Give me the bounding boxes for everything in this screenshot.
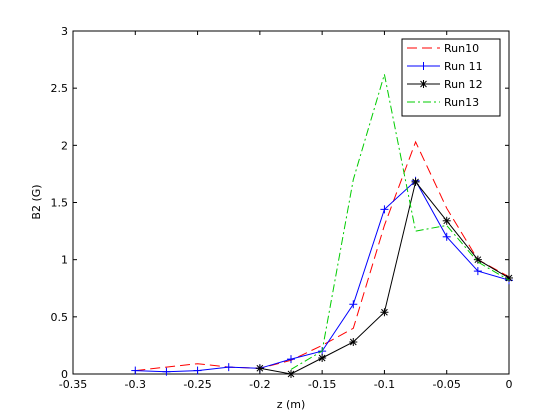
data-point-plus: [473, 267, 482, 276]
data-point-plus: [287, 355, 295, 364]
x-tick-label: -0.15: [308, 378, 336, 391]
legend: Run10 Run 11 Run 12 Run13: [401, 38, 501, 117]
legend-box: [401, 38, 501, 117]
data-point-plus: [224, 363, 233, 372]
data-point-plus: [442, 232, 451, 241]
data-point-plus: [193, 366, 202, 375]
data-point-asterisk: [473, 255, 482, 264]
legend-item: Run 12: [407, 78, 483, 91]
data-point-plus: [131, 366, 140, 375]
data-point-asterisk: [255, 364, 264, 373]
x-axis-label: z (m): [277, 398, 306, 411]
y-axis-label: B2 (G): [30, 184, 43, 219]
legend-item: Run13: [407, 96, 479, 109]
x-tick-label: -0.1: [374, 378, 395, 391]
data-point-plus: [419, 62, 428, 70]
series-line: [290, 74, 510, 370]
legend-item: Run 11: [407, 60, 483, 73]
x-axis: -0.35 -0.3 -0.25 -0.2 -0.15 -0.1 -0.05 0: [59, 31, 513, 391]
series-3: [255, 177, 513, 378]
y-tick-label: 1.5: [51, 197, 69, 210]
x-tick-label: -0.25: [183, 378, 211, 391]
data-point-asterisk: [442, 216, 451, 225]
data-point-asterisk: [318, 353, 327, 362]
y-axis: 0 0.5 1 1.5 2 2.5 3: [51, 25, 509, 381]
x-tick-label: -0.2: [249, 378, 270, 391]
data-point-asterisk: [505, 273, 513, 282]
y-tick-label: 0: [61, 368, 68, 381]
y-tick-label: 0.5: [51, 311, 69, 324]
x-tick-label: 0: [506, 378, 513, 391]
x-tick-label: -0.3: [125, 378, 146, 391]
legend-label: Run10: [444, 42, 479, 55]
y-tick-label: 2.5: [51, 82, 69, 95]
legend-item: Run10: [407, 42, 479, 55]
series-4: [290, 74, 510, 370]
legend-label: Run 12: [444, 78, 483, 91]
y-tick-label: 2: [61, 139, 68, 152]
data-point-plus: [349, 300, 358, 309]
y-tick-label: 3: [61, 25, 68, 38]
series-line: [135, 140, 510, 372]
y-tick-label: 1: [61, 254, 68, 267]
data-point-asterisk: [380, 308, 389, 317]
data-point-asterisk: [287, 370, 295, 378]
series-layer: [131, 74, 513, 378]
data-point-asterisk: [349, 337, 358, 346]
x-tick-label: -0.35: [59, 378, 87, 391]
x-tick-label: -0.05: [432, 378, 460, 391]
data-point-asterisk: [419, 80, 428, 88]
data-point-plus: [380, 205, 389, 214]
legend-label: Run 11: [444, 60, 483, 73]
legend-label: Run13: [444, 96, 479, 109]
data-point-plus: [162, 367, 171, 376]
series-1: [135, 140, 510, 372]
data-point-asterisk: [411, 177, 420, 186]
